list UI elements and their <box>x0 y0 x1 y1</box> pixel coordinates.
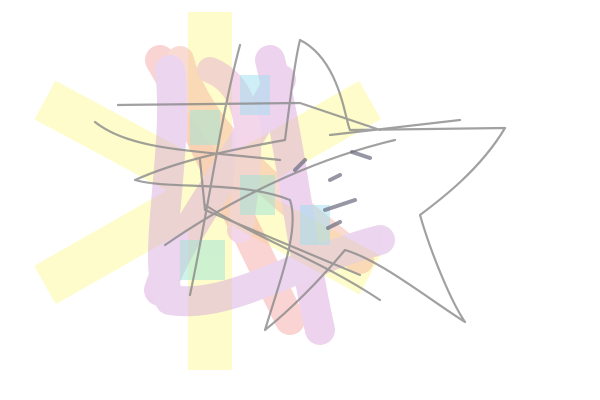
gray-line <box>203 203 382 302</box>
dark-mark <box>293 158 307 172</box>
dark-marks <box>293 150 372 230</box>
gray-line <box>328 118 462 137</box>
dark-mark <box>328 173 342 182</box>
dark-mark <box>323 198 357 212</box>
star-outline <box>133 38 507 332</box>
gray-line <box>198 158 362 277</box>
cyan-patches <box>180 75 330 280</box>
gray-line <box>116 101 382 132</box>
cyan-patch <box>190 110 220 145</box>
gray-line <box>163 138 397 247</box>
cyan-patch <box>240 75 270 115</box>
purple-stroke <box>147 55 395 317</box>
dark-mark <box>326 220 342 230</box>
yellow-diagonal-band <box>34 80 381 305</box>
gray-lines <box>93 38 507 332</box>
gray-line <box>93 120 282 162</box>
purple-stroke <box>255 45 335 345</box>
gray-line <box>188 43 242 297</box>
dark-mark <box>350 150 372 160</box>
cyan-patch <box>180 240 225 280</box>
cyan-patch <box>240 175 275 215</box>
pink-stroke <box>166 46 374 274</box>
